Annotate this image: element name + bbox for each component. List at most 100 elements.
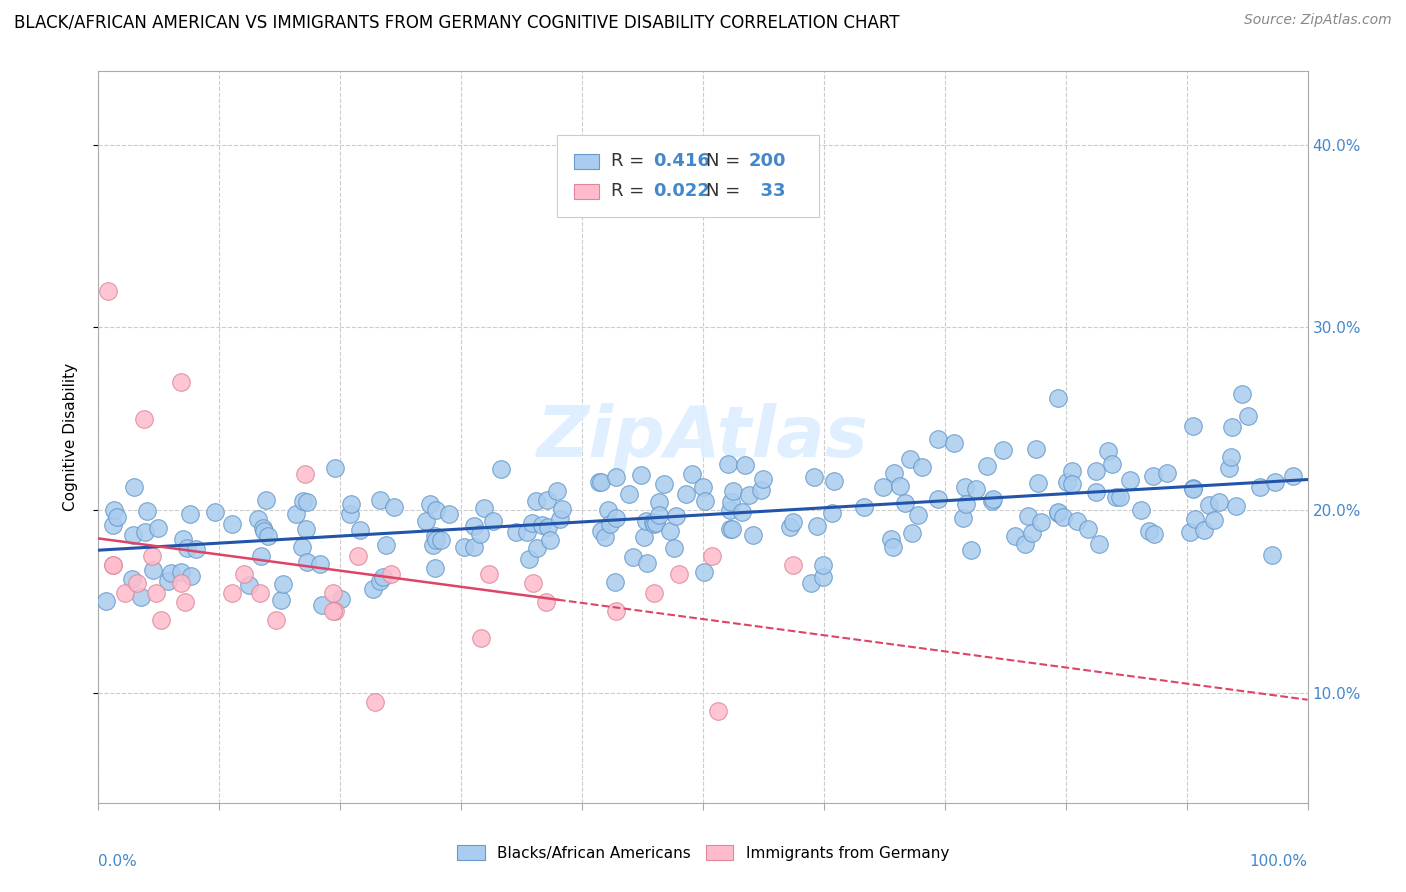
- Point: [981, 491, 1004, 506]
- Point: [169, 566, 191, 580]
- Point: [1084, 463, 1107, 477]
- Point: [1109, 490, 1132, 504]
- Point: [142, 563, 165, 577]
- Point: [668, 567, 690, 582]
- Point: [751, 473, 773, 487]
- Point: [101, 558, 124, 573]
- Point: [882, 540, 904, 554]
- Point: [125, 576, 148, 591]
- Point: [955, 480, 977, 494]
- Point: [439, 507, 461, 521]
- Point: [720, 495, 742, 509]
- Point: [976, 458, 998, 473]
- Point: [707, 705, 730, 719]
- Point: [291, 540, 314, 554]
- Point: [423, 529, 446, 543]
- Point: [101, 558, 124, 573]
- Point: [97, 284, 120, 298]
- Point: [1181, 481, 1204, 495]
- Point: [700, 549, 723, 563]
- Point: [880, 532, 903, 546]
- Point: [1004, 529, 1026, 543]
- Point: [323, 604, 346, 618]
- Point: [114, 585, 136, 599]
- Point: [1218, 461, 1240, 475]
- Point: [1249, 480, 1271, 494]
- Point: [1052, 510, 1074, 524]
- Point: [803, 470, 825, 484]
- Text: R =: R =: [610, 182, 650, 200]
- Point: [246, 512, 269, 526]
- Text: N =: N =: [706, 182, 747, 200]
- Point: [1097, 443, 1119, 458]
- Point: [463, 519, 485, 533]
- Point: [605, 470, 627, 484]
- Point: [347, 549, 370, 563]
- Point: [621, 549, 644, 564]
- Point: [472, 500, 495, 515]
- Point: [415, 514, 437, 528]
- Point: [636, 557, 658, 571]
- Point: [150, 613, 173, 627]
- Point: [665, 509, 688, 524]
- Text: 100.0%: 100.0%: [1250, 854, 1308, 869]
- Point: [720, 522, 742, 536]
- Point: [894, 496, 917, 510]
- Point: [588, 475, 610, 489]
- Point: [254, 493, 277, 508]
- Point: [522, 576, 544, 591]
- Point: [160, 566, 183, 580]
- Point: [470, 526, 492, 541]
- Point: [322, 604, 344, 618]
- Point: [526, 541, 548, 556]
- Point: [482, 514, 505, 528]
- Point: [1220, 420, 1243, 434]
- Point: [134, 524, 156, 539]
- Point: [295, 556, 318, 570]
- Point: [173, 594, 195, 608]
- Point: [105, 510, 128, 524]
- Point: [489, 462, 512, 476]
- Point: [1264, 475, 1286, 489]
- Point: [648, 508, 671, 522]
- Point: [675, 487, 697, 501]
- Point: [821, 507, 844, 521]
- Point: [942, 436, 965, 450]
- Point: [1029, 515, 1052, 529]
- Point: [382, 500, 405, 514]
- Point: [253, 524, 276, 538]
- Point: [1184, 512, 1206, 526]
- Point: [285, 508, 308, 522]
- Point: [1014, 537, 1036, 551]
- Point: [470, 632, 492, 646]
- Point: [1261, 548, 1284, 562]
- Point: [419, 497, 441, 511]
- Point: [800, 576, 823, 591]
- Point: [1156, 466, 1178, 480]
- Point: [1130, 503, 1153, 517]
- Text: Source: ZipAtlas.com: Source: ZipAtlas.com: [1244, 13, 1392, 28]
- Point: [374, 538, 396, 552]
- Point: [339, 508, 361, 522]
- Point: [145, 585, 167, 599]
- Point: [1142, 469, 1164, 483]
- Y-axis label: Cognitive Disability: Cognitive Disability: [63, 363, 77, 511]
- Point: [911, 459, 934, 474]
- Point: [371, 570, 394, 584]
- Point: [605, 604, 627, 618]
- Point: [122, 528, 145, 542]
- Point: [430, 533, 453, 547]
- Point: [380, 567, 402, 582]
- Point: [1181, 482, 1204, 496]
- Text: ZipAtlas: ZipAtlas: [537, 402, 869, 472]
- Point: [980, 494, 1002, 508]
- Point: [422, 538, 444, 552]
- Point: [852, 500, 875, 514]
- Point: [146, 521, 169, 535]
- Point: [96, 594, 118, 608]
- Point: [1202, 513, 1225, 527]
- Point: [872, 481, 894, 495]
- Point: [1143, 527, 1166, 541]
- Point: [134, 412, 156, 426]
- Point: [721, 484, 744, 499]
